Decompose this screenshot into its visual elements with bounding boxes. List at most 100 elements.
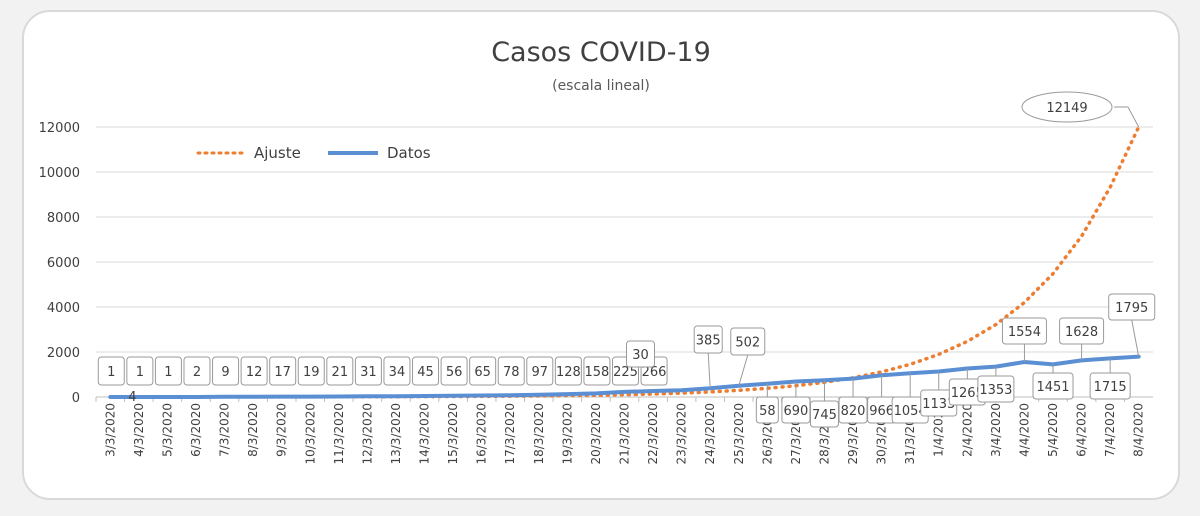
svg-text:2: 2 — [193, 365, 201, 380]
data-label: 1554 — [1001, 317, 1047, 345]
svg-text:30: 30 — [632, 348, 649, 363]
svg-text:1133: 1133 — [922, 397, 955, 412]
data-label: 17 — [269, 356, 297, 386]
x-tick-label: 10/3/2020 — [303, 403, 317, 465]
data-label-ajuste: 12149 — [1021, 91, 1113, 123]
data-label: 97 — [526, 356, 554, 386]
x-tick-label: 13/3/2020 — [389, 403, 403, 465]
x-tick-label: 24/3/2020 — [703, 403, 717, 465]
y-tick-label: 12000 — [39, 121, 80, 136]
data-label: 1795 — [1108, 293, 1156, 321]
data-label: 1628 — [1059, 317, 1105, 345]
x-tick-label: 18/3/2020 — [532, 403, 546, 465]
svg-text:1628: 1628 — [1065, 325, 1098, 340]
x-tick-label: 2/4/2020 — [960, 403, 974, 457]
data-label: 1715 — [1089, 372, 1131, 400]
data-label: 9 — [212, 356, 240, 386]
data-label: 966 — [867, 396, 897, 424]
x-tick-label: 16/3/2020 — [475, 403, 489, 465]
legend: Ajuste Datos — [196, 144, 431, 162]
data-label: 12 — [240, 356, 268, 386]
svg-text:58: 58 — [759, 404, 776, 419]
data-label: 58 — [755, 396, 779, 424]
leader-line — [1131, 319, 1140, 357]
svg-text:745: 745 — [812, 408, 837, 423]
svg-text:385: 385 — [696, 334, 721, 349]
svg-text:56: 56 — [446, 365, 463, 380]
data-label: 1 — [154, 356, 182, 386]
x-tick-label: 6/3/2020 — [189, 403, 203, 457]
data-label: 34 — [383, 356, 411, 386]
svg-text:966: 966 — [869, 404, 894, 419]
chart-title: Casos COVID-19 — [491, 37, 711, 68]
leader-line — [1114, 106, 1140, 128]
y-tick-label: 10000 — [39, 166, 80, 181]
chart-frame — [22, 10, 1180, 500]
data-label: 1353 — [977, 375, 1015, 403]
svg-text:820: 820 — [841, 404, 866, 419]
x-tick-label: 11/3/2020 — [332, 403, 346, 465]
data-label: 31 — [354, 356, 382, 386]
svg-text:1: 1 — [107, 365, 115, 380]
svg-text:45: 45 — [417, 365, 434, 380]
data-label: 690 — [781, 396, 811, 424]
svg-text:31: 31 — [360, 365, 377, 380]
y-tick-label: 6000 — [47, 256, 80, 271]
svg-text:78: 78 — [503, 365, 520, 380]
data-label: 158 — [583, 356, 611, 386]
svg-text:225: 225 — [613, 365, 638, 380]
x-tick-label: 4/3/2020 — [132, 403, 146, 457]
y-tick-label: 0 — [72, 391, 80, 406]
data-label: 1265 — [948, 378, 986, 406]
x-tick-label: 5/4/2020 — [1046, 403, 1060, 457]
svg-text:158: 158 — [585, 365, 610, 380]
x-tick-label: 4/4/2020 — [1017, 403, 1031, 457]
data-label: 65 — [469, 356, 497, 386]
legend-label-ajuste: Ajuste — [254, 144, 301, 162]
data-label: 1 — [97, 356, 125, 386]
svg-text:9: 9 — [221, 365, 229, 380]
x-tick-label: 17/3/2020 — [503, 403, 517, 465]
svg-text:17: 17 — [274, 365, 291, 380]
data-label: 820 — [838, 396, 868, 424]
series-layer — [108, 125, 1141, 399]
svg-text:690: 690 — [783, 404, 808, 419]
y-axis: 0 2000 4000 6000 8000 10000 12000 — [39, 121, 80, 406]
x-tick-label: 7/3/2020 — [218, 403, 232, 457]
data-labels: 1 1 1 2 9 12 17 19 21 31 34 45 56 65 78 97 128 158 225 2664… — [97, 91, 1156, 428]
svg-text:12149: 12149 — [1046, 101, 1087, 116]
svg-text:1: 1 — [136, 365, 144, 380]
data-label: 30 — [626, 340, 655, 368]
svg-text:19: 19 — [303, 365, 320, 380]
x-tick-label: 3/4/2020 — [989, 403, 1003, 457]
x-tick-label: 7/4/2020 — [1103, 403, 1117, 457]
svg-text:21: 21 — [332, 365, 349, 380]
leader-line — [707, 352, 711, 389]
svg-text:502: 502 — [735, 336, 760, 351]
x-tick-label: 8/3/2020 — [246, 403, 260, 457]
data-label: 128 — [554, 356, 582, 386]
data-label: 385 — [693, 325, 723, 354]
x-tick-label: 25/3/2020 — [732, 403, 746, 465]
x-tick-label: 23/3/2020 — [675, 403, 689, 465]
data-label: 19 — [297, 356, 325, 386]
data-label: 745 — [809, 400, 839, 428]
svg-text:1554: 1554 — [1008, 325, 1041, 340]
svg-text:1715: 1715 — [1094, 380, 1127, 395]
x-tick-label: 8/4/2020 — [1132, 403, 1146, 457]
data-label: 78 — [497, 356, 525, 386]
y-tick-label: 4000 — [47, 301, 80, 316]
y-tick-label: 8000 — [47, 211, 80, 226]
data-label: 4 — [128, 390, 136, 405]
x-tick-label: 12/3/2020 — [360, 403, 374, 465]
x-tick-label: 9/3/2020 — [275, 403, 289, 457]
svg-text:1795: 1795 — [1115, 301, 1148, 316]
data-label: 45 — [412, 356, 440, 386]
svg-text:12: 12 — [246, 365, 263, 380]
x-tick-label: 20/3/2020 — [589, 403, 603, 465]
x-tick-label: 15/3/2020 — [446, 403, 460, 465]
x-axis: 3/3/2020 4/3/2020 5/3/2020 6/3/2020 7/3/2020… — [95, 396, 1153, 465]
x-tick-label: 5/3/2020 — [160, 403, 174, 457]
svg-text:266: 266 — [642, 365, 667, 380]
